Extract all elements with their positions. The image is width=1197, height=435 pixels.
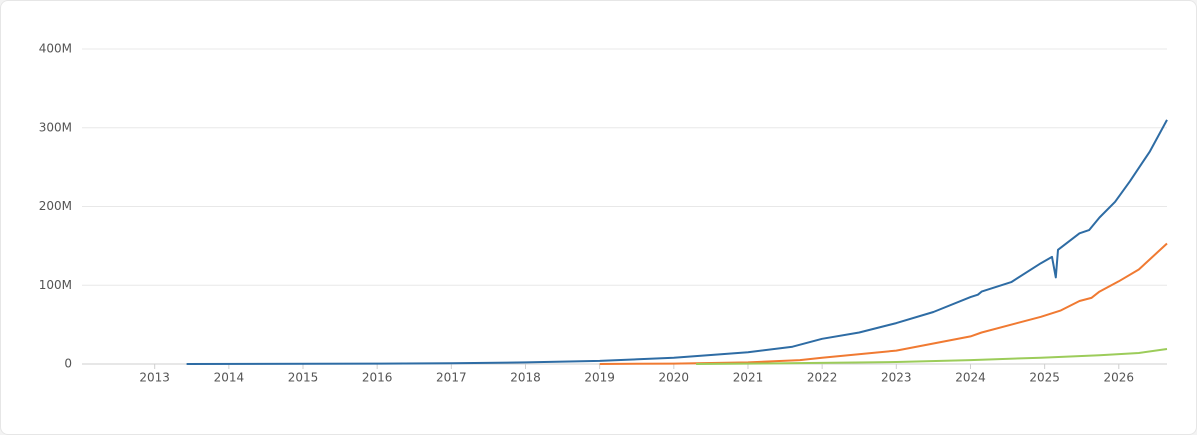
- y-tick-label: 300M: [39, 120, 72, 134]
- y-tick-label: 100M: [39, 278, 72, 292]
- x-tick-label: 2026: [1104, 371, 1135, 385]
- x-tick-label: 2021: [733, 371, 764, 385]
- x-tick-label: 2018: [510, 371, 541, 385]
- y-tick-label: 0: [64, 357, 72, 371]
- x-tick-label: 2020: [659, 371, 690, 385]
- x-tick-label: 2015: [288, 371, 319, 385]
- x-tick-label: 2013: [139, 371, 170, 385]
- x-tick-label: 2016: [362, 371, 393, 385]
- x-tick-label: 2025: [1029, 371, 1060, 385]
- series-line: [599, 242, 1168, 365]
- x-tick-label: 2024: [955, 371, 986, 385]
- series-line: [186, 119, 1168, 365]
- x-tick-label: 2017: [436, 371, 467, 385]
- x-tick-label: 2019: [584, 371, 615, 385]
- x-tick-label: 2014: [214, 371, 245, 385]
- y-tick-label: 200M: [39, 199, 72, 213]
- x-tick-label: 2022: [807, 371, 838, 385]
- x-tick-label: 2023: [881, 371, 912, 385]
- y-tick-label: 400M: [39, 42, 72, 56]
- series-line: [696, 348, 1168, 365]
